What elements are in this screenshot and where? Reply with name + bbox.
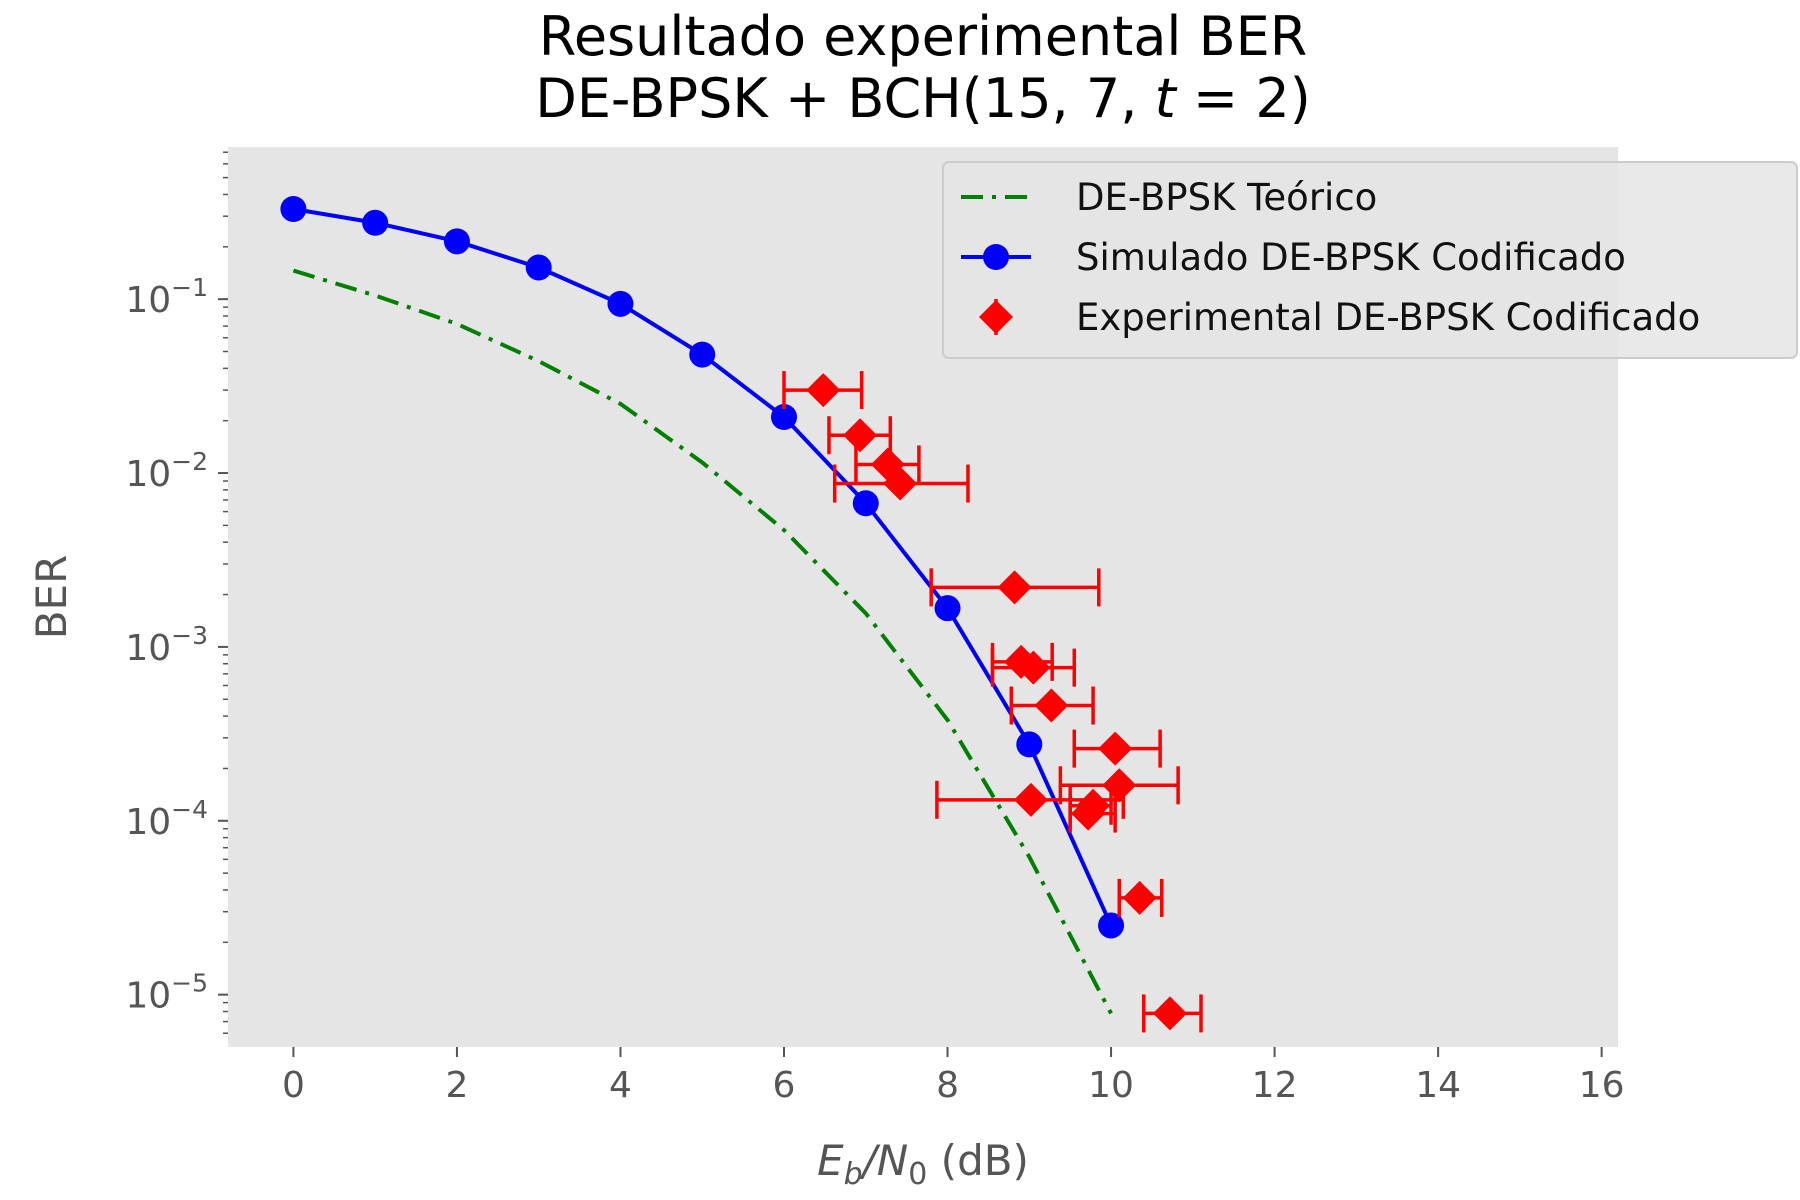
x-tick-label: 2 <box>445 1065 468 1106</box>
simulated-point <box>934 595 961 622</box>
experimental-point <box>1098 731 1133 766</box>
series-layer <box>280 195 1203 1033</box>
experimental-point <box>997 570 1032 605</box>
simulated-point <box>607 290 634 317</box>
series-2 <box>782 371 1203 1033</box>
theoretical-line <box>292 268 1113 1015</box>
legend: DE-BPSK Teórico Simulado DE-BPSK Codifica… <box>942 161 1798 359</box>
simulated-point <box>1016 731 1043 758</box>
y-tick-label: 10−1 <box>125 273 208 321</box>
chart-subtitle: DE-BPSK + BCH(15, 7, t = 2) <box>535 67 1311 130</box>
y-tick-label: 10−4 <box>125 795 208 843</box>
y-tick-label: 10−2 <box>125 447 208 495</box>
legend-box <box>942 161 1798 359</box>
y-axis-label: BER <box>27 555 76 640</box>
x-tick-label: 0 <box>282 1065 305 1106</box>
simulated-point <box>443 228 470 255</box>
simulated-point <box>689 341 716 368</box>
simulated-point <box>280 195 307 222</box>
experimental-point <box>843 418 878 453</box>
experimental-point <box>1071 796 1106 831</box>
x-axis-label: Eb/N0 (dB) <box>817 1136 1029 1192</box>
experimental-point <box>1152 996 1187 1031</box>
experimental-point <box>1034 688 1069 723</box>
legend-label: Experimental DE-BPSK Codificado <box>1076 296 1700 339</box>
simulated-point <box>852 490 879 517</box>
x-tick-label: 14 <box>1415 1065 1461 1106</box>
series-1 <box>280 195 1125 939</box>
simulated-point <box>525 254 552 281</box>
x-tick-label: 8 <box>936 1065 959 1106</box>
x-tick-label: 4 <box>609 1065 632 1106</box>
x-tick-label: 16 <box>1579 1065 1625 1106</box>
legend-label: Simulado DE-BPSK Codificado <box>1076 236 1626 279</box>
simulated-point <box>1098 912 1125 939</box>
experimental-point <box>1122 880 1157 915</box>
experimental-point <box>806 373 841 408</box>
experimental-point <box>1016 650 1051 685</box>
y-tick-label: 10−3 <box>125 621 208 669</box>
x-axis: 0 2 4 6 8 10 12 14 16 <box>282 1047 1625 1106</box>
simulated-point <box>362 209 389 236</box>
x-tick-label: 10 <box>1088 1065 1134 1106</box>
legend-marker-experimental <box>979 300 1013 334</box>
legend-marker-simulated <box>983 244 1009 270</box>
experimental-point <box>883 466 918 501</box>
y-tick-label: 10−5 <box>125 969 208 1017</box>
series-0 <box>292 268 1113 1015</box>
chart-title: Resultado experimental BER <box>539 5 1308 68</box>
experimental-point <box>1013 782 1048 817</box>
simulated-point <box>771 404 797 431</box>
legend-label: DE-BPSK Teórico <box>1076 176 1377 219</box>
x-tick-label: 12 <box>1252 1065 1298 1106</box>
x-tick-label: 6 <box>773 1065 796 1106</box>
y-axis: 10−1 10−2 10−3 10−4 10−5 <box>125 151 228 1034</box>
